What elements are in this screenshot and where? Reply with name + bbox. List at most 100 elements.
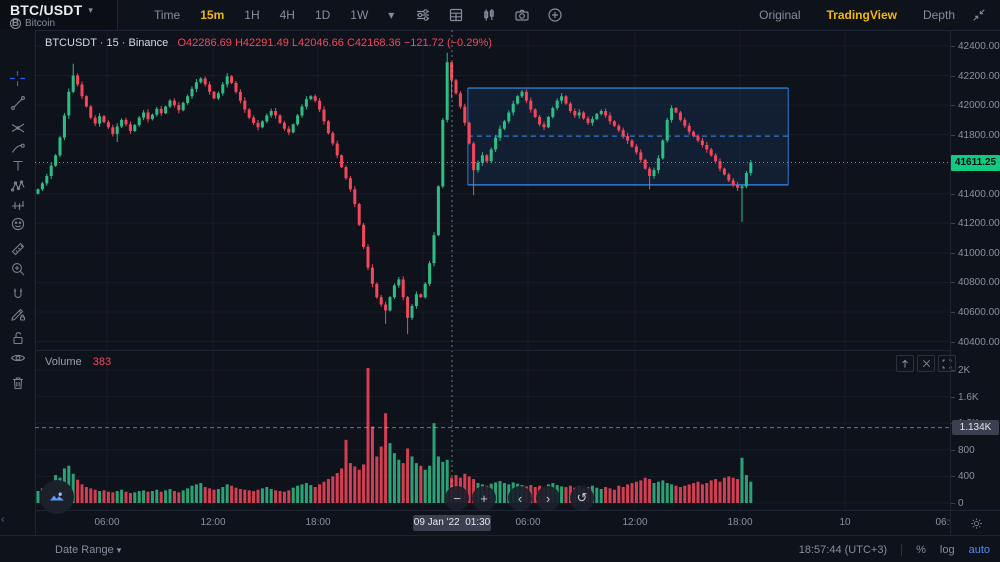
pattern-icon[interactable]	[5, 175, 30, 197]
forecast-icon[interactable]	[5, 195, 30, 217]
chart-legend: BTCUSDT · 15 · Binance O42286.69 H42291.…	[45, 37, 492, 49]
volume-bar	[414, 463, 418, 503]
log-scale-button[interactable]: log	[939, 543, 955, 556]
axis-settings-corner[interactable]	[950, 510, 1000, 536]
candle-body	[749, 162, 753, 174]
time-tick-label: 06:00	[515, 517, 541, 528]
candle-body	[661, 140, 665, 159]
tab-original[interactable]: Original	[759, 8, 801, 22]
date-range-button[interactable]: Date Range ▾	[55, 543, 122, 556]
candle-body	[480, 155, 484, 163]
candle-body	[89, 106, 93, 118]
volume-bar	[419, 465, 423, 503]
trash-icon[interactable]	[5, 372, 30, 394]
interval-1h[interactable]: 1H	[244, 8, 260, 22]
gann-fib-icon[interactable]	[5, 117, 30, 139]
volume-bar	[617, 485, 621, 503]
tab-tradingview[interactable]: TradingView	[826, 8, 897, 22]
auto-scale-button[interactable]: auto	[968, 543, 990, 556]
snapshot-mountain-button[interactable]	[40, 480, 74, 514]
zoom-in-icon[interactable]	[5, 258, 30, 280]
candle-body	[133, 125, 137, 131]
tab-depth[interactable]: Depth	[922, 8, 955, 22]
price-tick-label: 42400.00	[951, 41, 1000, 52]
time-axis[interactable]: 06:00 12:00 18:00 06:00 12:00 18:00 10 06:00 09 …	[35, 510, 950, 536]
candle-body	[172, 100, 176, 106]
volume-bar	[678, 487, 682, 503]
price-tick-label: 40400.00	[951, 336, 1000, 348]
interval-4h[interactable]: 4H	[279, 8, 295, 22]
interval-15m[interactable]: 15m	[200, 8, 225, 22]
reset-view-button[interactable]: ↺	[570, 486, 594, 510]
price-chart-pane[interactable]	[35, 30, 950, 350]
price-tick-label: 41000.00	[951, 247, 1000, 259]
candle-body	[542, 124, 546, 128]
candle-body	[683, 119, 687, 126]
time-label: Time	[154, 8, 181, 22]
volume-bar	[199, 483, 203, 503]
candle-body	[313, 96, 317, 101]
percent-scale-button[interactable]: %	[916, 543, 926, 556]
volume-bar	[84, 487, 88, 503]
candle-body	[168, 100, 172, 107]
collapse-left-panel-icon[interactable]: ‹	[1, 514, 5, 525]
move-pane-up-button[interactable]	[896, 355, 914, 372]
drawing-lock-icon[interactable]	[5, 303, 30, 325]
volume-label: Volume	[45, 356, 82, 368]
crosshair-icon[interactable]	[5, 67, 30, 89]
candle-body	[238, 91, 242, 101]
candle-body	[511, 103, 515, 113]
close-pane-button[interactable]	[917, 355, 935, 372]
candle-body	[397, 279, 401, 286]
candle-body	[709, 149, 713, 156]
scroll-left-button[interactable]: ‹	[508, 486, 532, 510]
volume-bar	[252, 491, 256, 503]
candle-body	[331, 133, 335, 144]
volume-bar	[172, 491, 176, 503]
symbol-name: BTC/USDT	[10, 2, 83, 18]
brush-icon[interactable]	[5, 137, 30, 159]
volume-bar	[502, 483, 506, 503]
scroll-right-button[interactable]: ›	[536, 486, 560, 510]
candle-body	[529, 100, 533, 110]
bitcoin-icon: B	[10, 18, 21, 29]
collapse-icon[interactable]	[968, 4, 990, 26]
plus-circle-icon[interactable]	[544, 4, 566, 26]
pane-separator[interactable]	[35, 350, 950, 351]
indicators-sliders-icon[interactable]	[412, 4, 434, 26]
eye-icon[interactable]	[5, 347, 30, 369]
emoji-icon[interactable]	[5, 213, 30, 235]
volume-chart-pane[interactable]	[35, 350, 950, 510]
magnet-icon[interactable]	[5, 283, 30, 305]
interval-1d[interactable]: 1D	[314, 8, 331, 22]
volume-bar	[423, 469, 427, 503]
clock[interactable]: 18:57:44 (UTC+3)	[798, 543, 888, 556]
chart-style-icon[interactable]	[478, 4, 500, 26]
volume-bar	[379, 446, 383, 503]
volume-bar	[604, 487, 608, 503]
volume-bar	[36, 491, 40, 503]
candle-body	[634, 146, 638, 153]
ruler-icon[interactable]	[5, 238, 30, 260]
zoom-in-button[interactable]: +	[472, 486, 496, 510]
candle-body	[406, 297, 410, 318]
camera-icon[interactable]	[511, 4, 533, 26]
volume-bar	[221, 487, 225, 503]
text-tool-icon[interactable]	[5, 155, 30, 177]
candle-body	[419, 294, 423, 298]
symbol-selector[interactable]: BTC/USDT ▾ B Bitcoin	[0, 0, 118, 30]
snapshot-mountain-icon	[50, 492, 64, 501]
price-axis[interactable]: 42400.0042200.0042000.0041800.0041600.00…	[950, 30, 1000, 510]
candle-body	[274, 111, 278, 116]
volume-bar	[150, 491, 154, 503]
candle-body	[599, 111, 603, 114]
candle-body	[208, 84, 212, 92]
screener-grid-icon[interactable]	[445, 4, 467, 26]
interval-more-chevron-icon[interactable]: ▾	[388, 8, 395, 22]
interval-1w[interactable]: 1W	[350, 8, 369, 22]
trend-line-icon[interactable]	[5, 92, 30, 114]
zoom-out-button[interactable]: −	[445, 486, 469, 510]
candle-body	[326, 121, 330, 134]
lock-icon[interactable]	[5, 327, 30, 349]
volume-bar	[564, 487, 568, 503]
